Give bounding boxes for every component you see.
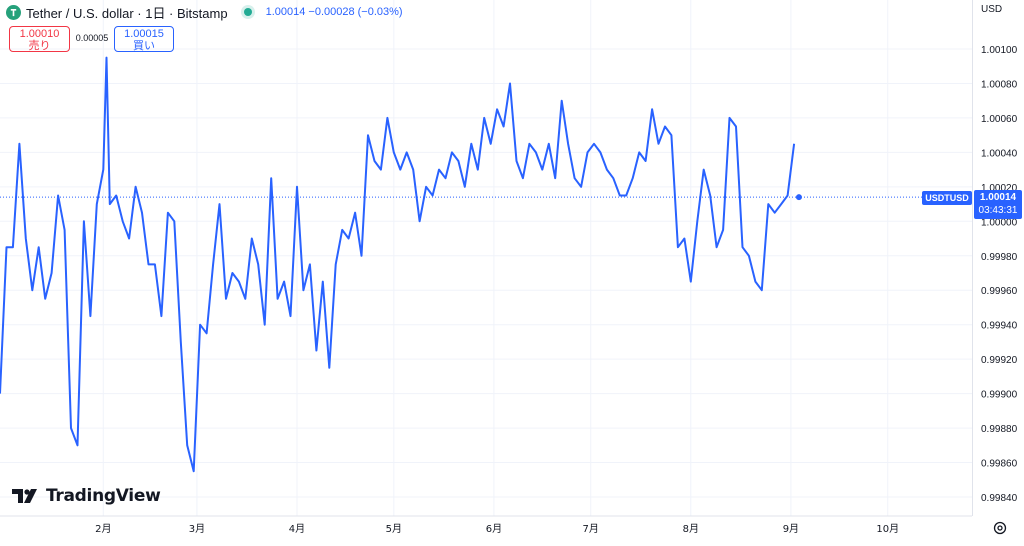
x-tick-label: 9月	[783, 523, 799, 535]
x-tick-label: 7月	[583, 523, 599, 535]
y-tick-label: 1.00000	[981, 217, 1018, 228]
sell-button[interactable]: 1.00010 売り	[9, 26, 70, 52]
y-tick-label: 0.99880	[981, 424, 1018, 435]
price-tag-value: 1.00014	[979, 192, 1017, 203]
last-price-tag: USDTUSD 1.00014 03:43:31	[922, 190, 1023, 219]
y-tick-label: 0.99920	[981, 355, 1018, 366]
settings-icon[interactable]	[993, 521, 1007, 535]
y-tick-label: 1.00020	[981, 183, 1018, 194]
y-tick-label: 1.00100	[981, 45, 1018, 56]
x-tick-label: 3月	[189, 523, 205, 535]
price-axis: 1.001001.000801.000601.000401.000201.000…	[981, 45, 1018, 504]
y-tick-label: 1.00040	[981, 148, 1018, 159]
y-tick-label: 0.99980	[981, 252, 1018, 263]
brand-name: TradingView	[46, 486, 161, 506]
price-scale-separator	[972, 0, 973, 516]
y-tick-label: 0.99960	[981, 286, 1018, 297]
tether-logo-icon	[6, 4, 21, 20]
symbol-header: Tether / U.S. dollar · 1日 · Bitstamp 1.0…	[6, 2, 403, 22]
sell-label: 売り	[28, 40, 51, 52]
x-tick-label: 2月	[95, 523, 111, 535]
sell-price: 1.00010	[19, 28, 60, 40]
currency-selector[interactable]: USD	[981, 4, 1003, 15]
time-axis: 2月 3月 4月 5月 6月 7月 8月 9月 10月	[95, 523, 899, 535]
buy-button[interactable]: 1.00015 買い	[114, 26, 174, 52]
chart-grid	[0, 0, 972, 516]
y-tick-label: 0.99940	[981, 321, 1018, 332]
price-tag-box: 1.00014 03:43:31	[974, 190, 1022, 219]
price-tag-symbol: USDTUSD	[922, 191, 972, 205]
y-tick-label: 0.99840	[981, 493, 1018, 504]
x-tick-label: 5月	[386, 523, 402, 535]
y-tick-label: 0.99860	[981, 459, 1018, 470]
last-price-dot	[795, 194, 802, 201]
x-tick-label: 4月	[289, 523, 305, 535]
price-tag-countdown: 03:43:31	[978, 205, 1018, 216]
quote-values: 1.00014 −0.00028 (−0.03%)	[265, 6, 403, 18]
y-tick-label: 1.00060	[981, 114, 1018, 125]
spread-value: 0.00005	[75, 33, 109, 43]
series-line-usdtusd	[0, 56, 796, 473]
buy-price: 1.00015	[124, 28, 164, 40]
x-tick-label: 6月	[486, 523, 502, 535]
live-status-dot-icon	[243, 8, 252, 16]
x-tick-label: 10月	[876, 523, 899, 535]
y-tick-label: 0.99900	[981, 390, 1018, 401]
buy-label: 買い	[133, 40, 155, 52]
symbol-title[interactable]: Tether / U.S. dollar · 1日 · Bitstamp	[26, 5, 228, 21]
tradingview-logo[interactable]: TradingView	[12, 486, 161, 506]
tradingview-logo-icon	[12, 489, 37, 503]
y-tick-label: 1.00080	[981, 79, 1018, 90]
x-tick-label: 8月	[683, 523, 699, 535]
